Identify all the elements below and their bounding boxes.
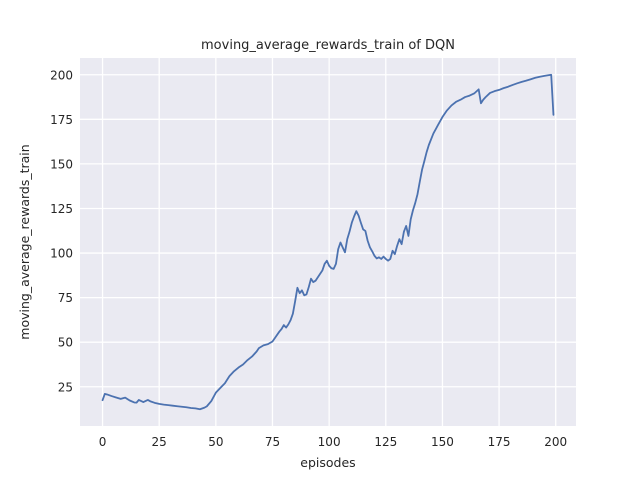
gridlines [80, 58, 576, 426]
x-tick-label: 0 [99, 435, 107, 449]
y-tick-label: 50 [58, 336, 73, 350]
y-tick-labels: 25 50 75 100 125 150 175 200 [50, 68, 73, 394]
y-tick-label: 200 [50, 68, 73, 82]
x-tick-label: 150 [431, 435, 454, 449]
y-tick-label: 125 [50, 202, 73, 216]
x-tick-label: 100 [318, 435, 341, 449]
y-tick-label: 100 [50, 247, 73, 261]
x-axis-label: episodes [300, 455, 355, 470]
y-tick-label: 25 [58, 380, 73, 394]
y-tick-label: 150 [50, 157, 73, 171]
x-tick-label: 200 [544, 435, 567, 449]
x-tick-label: 25 [152, 435, 167, 449]
y-tick-label: 75 [58, 291, 73, 305]
x-tick-labels: 0 25 50 75 100 125 150 175 200 [99, 435, 567, 449]
x-tick-label: 50 [208, 435, 223, 449]
data-line-dqn [101, 73, 555, 411]
plot-area [80, 58, 576, 426]
x-tick-label: 125 [374, 435, 397, 449]
x-tick-label: 175 [488, 435, 511, 449]
x-tick-label: 75 [265, 435, 280, 449]
y-tick-label: 175 [50, 113, 73, 127]
y-axis-label: moving_average_rewards_train [17, 144, 32, 339]
chart-title: moving_average_rewards_train of DQN [201, 38, 455, 53]
